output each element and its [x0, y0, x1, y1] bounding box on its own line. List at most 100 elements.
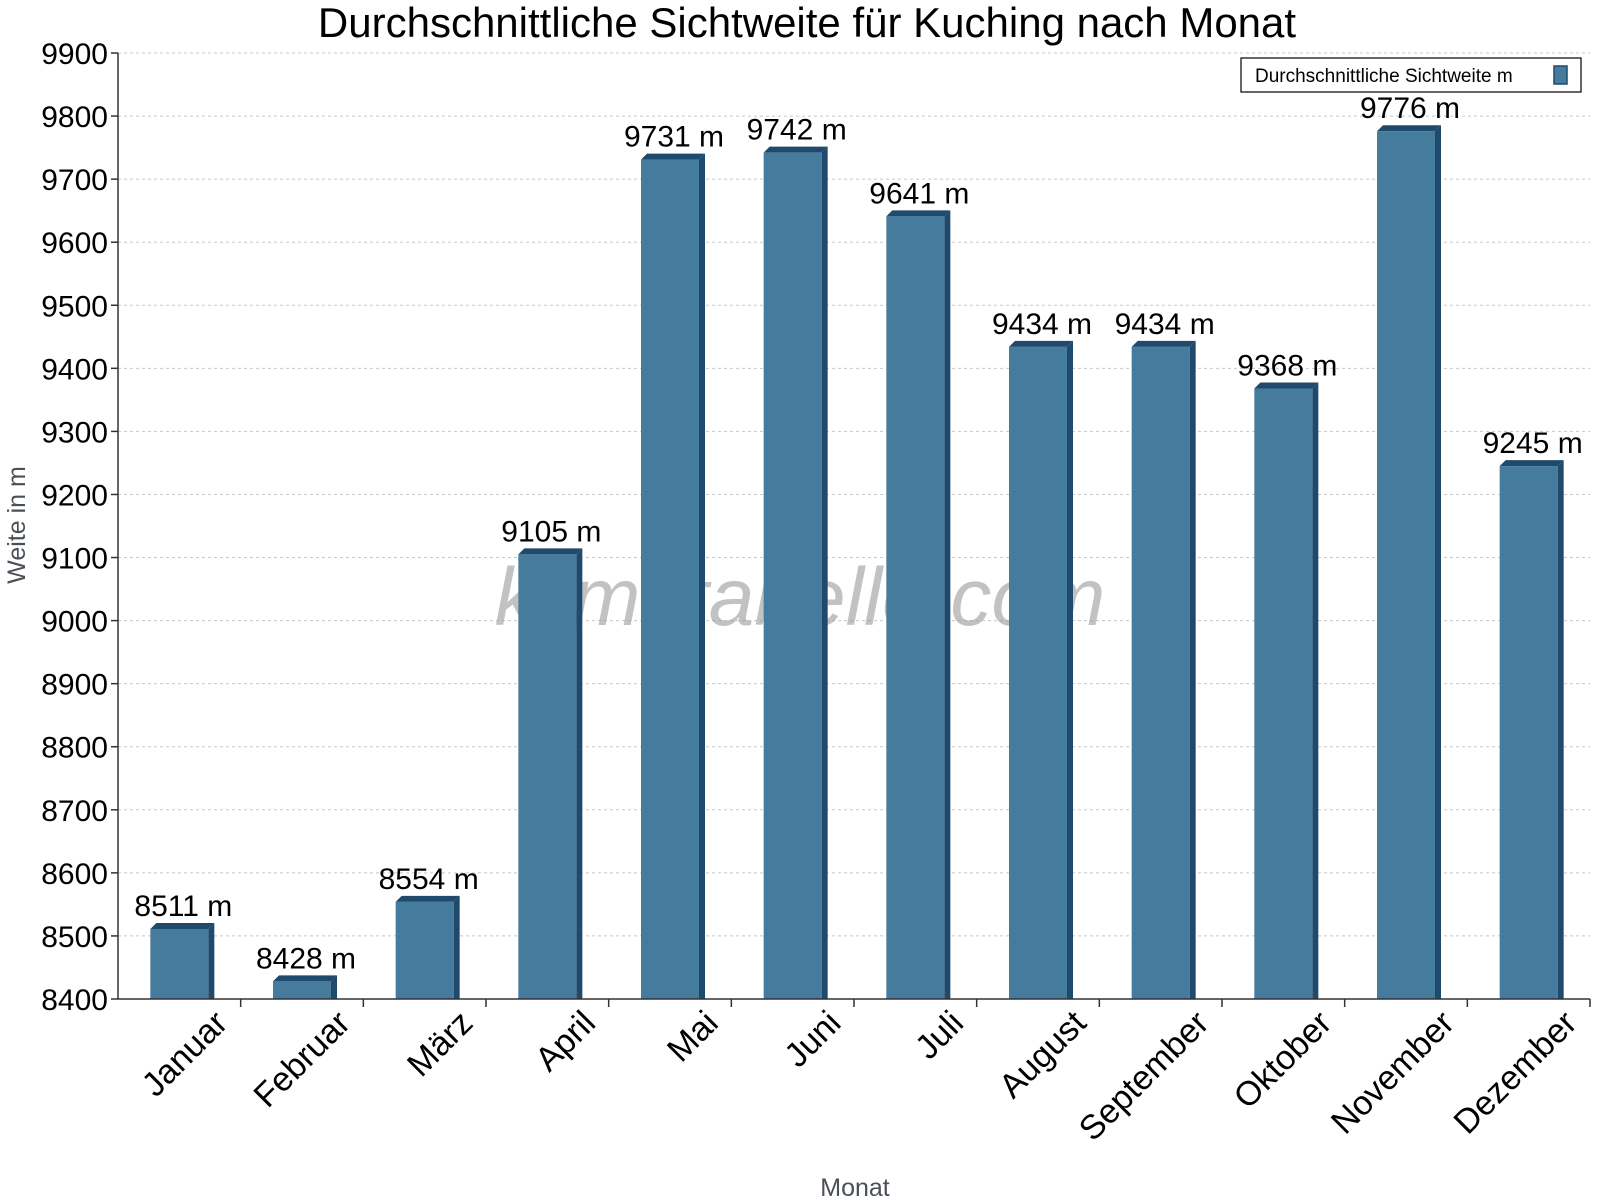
bar-januar — [150, 922, 215, 999]
data-label: 9731 m — [624, 121, 724, 154]
bar-face — [1009, 346, 1067, 1000]
bar-top — [886, 210, 951, 217]
data-label: 9641 m — [869, 177, 969, 210]
data-label: 8511 m — [134, 890, 232, 923]
data-label: 9105 m — [501, 515, 601, 548]
bar-juli — [886, 210, 951, 1000]
axes — [111, 52, 1591, 1007]
bar-top — [395, 895, 460, 902]
x-tick-label: Mai — [660, 1004, 726, 1070]
bar-side — [1067, 340, 1073, 1000]
data-label: 9776 m — [1360, 92, 1460, 125]
bar-face — [763, 152, 822, 1000]
bar-side — [331, 975, 337, 999]
y-tick-label: 9400 — [41, 353, 108, 386]
bar-side — [1189, 340, 1196, 1000]
bar-top — [1377, 125, 1441, 132]
bar-face — [1377, 131, 1435, 1000]
bar-februar — [273, 975, 337, 999]
bar-oktober — [1254, 382, 1319, 1000]
grid-lines — [118, 52, 1590, 937]
bar-top — [518, 548, 583, 555]
bar-top — [273, 975, 337, 982]
bar-face — [886, 216, 945, 1000]
x-tick-label: November — [1324, 1004, 1462, 1142]
x-tick-label: April — [528, 1004, 603, 1079]
bar-side — [1435, 125, 1441, 1000]
data-label: 9742 m — [747, 114, 847, 147]
x-tick-labels: Januar Februar März April Mai Juni Juli AugustS… — [135, 1003, 1585, 1148]
x-tick-label: August — [992, 1003, 1094, 1105]
bar-side — [1557, 460, 1564, 999]
bar-face — [150, 928, 209, 999]
bar-face — [1499, 466, 1558, 999]
y-tick-label: 9500 — [41, 290, 108, 323]
bar-side — [208, 922, 215, 999]
y-tick-label: 8700 — [41, 795, 108, 828]
bar-juni — [763, 146, 828, 1000]
bar-dezember — [1499, 460, 1564, 999]
bar-mai — [641, 153, 705, 1000]
bar-face — [395, 901, 454, 999]
data-label: 8554 m — [379, 863, 479, 896]
legend-swatch — [1553, 65, 1568, 85]
y-tick-label: 9700 — [41, 164, 108, 197]
chart-title: Durchschnittliche Sichtweite für Kuching… — [318, 0, 1296, 46]
bar-side — [821, 146, 828, 1000]
data-label: 9434 m — [1115, 308, 1215, 341]
bar-top — [1131, 340, 1196, 347]
bar-september — [1131, 340, 1196, 1000]
bar-top — [1499, 460, 1564, 467]
bar-top — [150, 922, 215, 929]
data-labels: 8511 m 8428 m 8554 m 9105 m 9731 m 9742 m 9641… — [134, 92, 1582, 975]
bar-face — [1254, 388, 1313, 1000]
data-label: 9434 m — [992, 308, 1092, 341]
x-tick-label: Juli — [908, 1004, 971, 1067]
bar-side — [576, 548, 583, 999]
y-axis-title: Weite in m — [3, 466, 31, 584]
y-tick-label: 9000 — [41, 606, 108, 639]
bar-face — [641, 159, 699, 1000]
x-tick-label: Dezember — [1447, 1004, 1585, 1142]
y-tick-label: 9600 — [41, 227, 108, 260]
data-label: 9368 m — [1237, 350, 1337, 383]
y-tick-label: 9800 — [41, 101, 108, 134]
x-tick-label: September — [1072, 1004, 1216, 1148]
y-tick-label: 9200 — [41, 479, 108, 512]
x-tick-label: März — [400, 1004, 480, 1084]
y-tick-labels: 8400 8500 8600 8700 8800 8900 9000 9100 9200 9300… — [41, 38, 108, 1017]
y-tick-label: 9100 — [41, 543, 108, 576]
bar-side — [453, 895, 460, 999]
bar-side — [1312, 382, 1319, 1000]
x-tick-label: Januar — [135, 1004, 235, 1104]
bar-top — [1254, 382, 1319, 389]
bar-top — [1009, 340, 1073, 347]
bars — [150, 125, 1564, 1000]
data-label: 8428 m — [256, 942, 356, 975]
bar-face — [273, 981, 331, 999]
y-tick-label: 8900 — [41, 669, 108, 702]
legend-box — [1240, 57, 1582, 93]
bar-top — [763, 146, 828, 153]
y-tick-label: 8400 — [41, 984, 108, 1017]
bar-face — [1131, 346, 1190, 1000]
bar-side — [699, 153, 705, 1000]
bar-august — [1009, 340, 1073, 1000]
bar-märz — [395, 895, 460, 999]
bar-top — [641, 153, 705, 160]
x-tick-label: Juni — [777, 1004, 848, 1075]
x-axis-title: Monat — [820, 1174, 890, 1200]
y-tick-label: 9900 — [41, 38, 108, 71]
bar-november — [1377, 125, 1441, 1000]
y-tick-label: 8500 — [41, 921, 108, 954]
y-tick-label: 8800 — [41, 732, 108, 765]
x-tick-label: Oktober — [1227, 1004, 1339, 1116]
legend: Durchschnittliche Sichtweite m — [1240, 57, 1582, 93]
y-tick-label: 8600 — [41, 858, 108, 891]
bar-side — [944, 210, 951, 1000]
x-tick-label: Februar — [247, 1004, 358, 1115]
bar-face — [518, 554, 577, 999]
data-label: 9245 m — [1483, 427, 1583, 460]
legend-label: Durchschnittliche Sichtweite m — [1255, 66, 1513, 87]
